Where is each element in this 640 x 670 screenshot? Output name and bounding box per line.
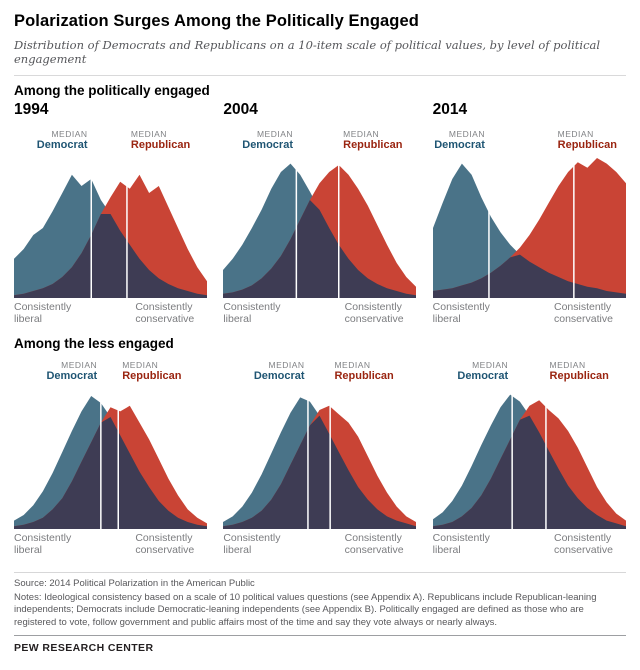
section-heading-engaged: Among the politically engaged [14,83,210,98]
median-republican-label: MEDIAN Republican [122,359,182,382]
median-labels: MEDIAN Democrat MEDIAN Republican [433,352,626,383]
axis-label-conservative: Consistently conservative [344,301,404,326]
median-democrat-label: MEDIAN Democrat [457,359,509,382]
x-axis-labels: Consistently liberal Consistently conser… [433,298,626,333]
median-caption: MEDIAN [334,359,371,370]
axis-label-conservative: Consistently conservative [135,532,195,557]
republican-label: Republican [130,138,191,151]
area-chart-less-2014 [432,383,626,529]
democrat-label: Democrat [242,138,293,151]
axis-label-conservative: Consistently conservative [553,301,613,326]
chart-cell-engaged-2014: 2014 MEDIAN Democrat MEDIAN Republican C… [432,99,626,333]
axis-label-liberal: Consistently liberal [14,532,72,557]
area-chart-less-1994 [14,383,207,529]
header-divider [14,75,626,76]
median-republican-label: MEDIAN Republican [549,359,609,382]
median-caption: MEDIAN [51,128,88,139]
chart-cell-engaged-1994: 1994 MEDIAN Democrat MEDIAN Republican C… [14,99,207,333]
chart-cell-less-1994: MEDIAN Democrat MEDIAN Republican Consis… [14,352,207,564]
median-caption: MEDIAN [130,128,167,139]
median-caption: MEDIAN [343,128,380,139]
page-title: Polarization Surges Among the Politicall… [14,12,419,30]
chart-cell-engaged-2004: 2004 MEDIAN Democrat MEDIAN Republican C… [223,99,417,333]
median-republican-label: MEDIAN Republican [334,359,394,382]
republican-label: Republican [557,138,617,151]
median-democrat-label: MEDIAN Democrat [434,128,485,151]
median-labels: MEDIAN Democrat MEDIAN Republican [223,121,416,152]
median-republican-label: MEDIAN Republican [343,128,403,151]
median-caption: MEDIAN [256,128,293,139]
democrat-label: Democrat [36,138,88,151]
axis-label-liberal: Consistently liberal [432,532,490,557]
democrat-label: Democrat [253,369,305,382]
source-line: Source: 2014 Political Polarization in t… [14,578,255,589]
brand-name: PEW RESEARCH CENTER [14,642,154,655]
x-axis-labels: Consistently liberal Consistently conser… [14,298,207,333]
footer: PEW RESEARCH CENTER [14,635,626,654]
charts-row-engaged: 1994 MEDIAN Democrat MEDIAN Republican C… [14,99,626,333]
area-chart-engaged-1994 [14,152,207,298]
democrat-label: Democrat [46,369,98,382]
median-caption: MEDIAN [122,359,159,370]
axis-label-liberal: Consistently liberal [432,301,490,326]
median-labels: MEDIAN Democrat MEDIAN Republican [14,121,207,152]
median-caption: MEDIAN [549,359,586,370]
axis-label-liberal: Consistently liberal [223,301,281,326]
notes-block: Source: 2014 Political Polarization in t… [14,572,626,629]
area-chart-less-2004 [223,383,417,529]
chart-cell-less-2004: MEDIAN Democrat MEDIAN Republican Consis… [223,352,417,564]
axis-label-conservative: Consistently conservative [135,301,195,326]
chart-cell-less-2014: MEDIAN Democrat MEDIAN Republican Consis… [432,352,626,564]
page-subtitle: Distribution of Democrats and Republican… [14,38,601,66]
x-axis-labels: Consistently liberal Consistently conser… [433,529,626,564]
x-axis-labels: Consistently liberal Consistently conser… [14,529,207,564]
area-chart-engaged-2014 [432,152,626,298]
axis-label-liberal: Consistently liberal [14,301,72,326]
median-democrat-label: MEDIAN Democrat [253,359,305,382]
republican-label: Republican [549,369,609,382]
x-axis-labels: Consistently liberal Consistently conser… [223,529,416,564]
democrat-label: Democrat [434,138,485,151]
axis-label-conservative: Consistently conservative [553,532,613,557]
republican-label: Republican [343,138,403,151]
x-axis-labels: Consistently liberal Consistently conser… [223,298,416,333]
section-heading-less-engaged: Among the less engaged [14,336,174,351]
chart-year: 2004 [223,101,258,118]
median-democrat-label: MEDIAN Democrat [46,359,98,382]
chart-year: 1994 [14,101,49,118]
median-republican-label: MEDIAN Republican [130,128,191,151]
median-caption: MEDIAN [448,128,485,139]
median-caption: MEDIAN [557,128,594,139]
median-democrat-label: MEDIAN Democrat [242,128,293,151]
axis-label-conservative: Consistently conservative [344,532,404,557]
median-caption: MEDIAN [61,359,98,370]
axis-label-liberal: Consistently liberal [223,532,281,557]
republican-label: Republican [122,369,182,382]
chart-year: 2014 [432,101,468,118]
charts-row-less-engaged: MEDIAN Democrat MEDIAN Republican Consis… [14,352,626,564]
median-democrat-label: MEDIAN Democrat [36,128,88,151]
area-chart-engaged-2004 [223,152,417,298]
notes-text: Notes: Ideological consistency based on … [14,591,597,628]
median-labels: MEDIAN Democrat MEDIAN Republican [14,352,207,383]
republican-label: Republican [334,369,394,382]
median-caption: MEDIAN [472,359,509,370]
median-labels: MEDIAN Democrat MEDIAN Republican [433,121,626,152]
median-labels: MEDIAN Democrat MEDIAN Republican [223,352,416,383]
democrat-label: Democrat [457,369,509,382]
median-republican-label: MEDIAN Republican [557,128,617,151]
median-caption: MEDIAN [268,359,305,370]
